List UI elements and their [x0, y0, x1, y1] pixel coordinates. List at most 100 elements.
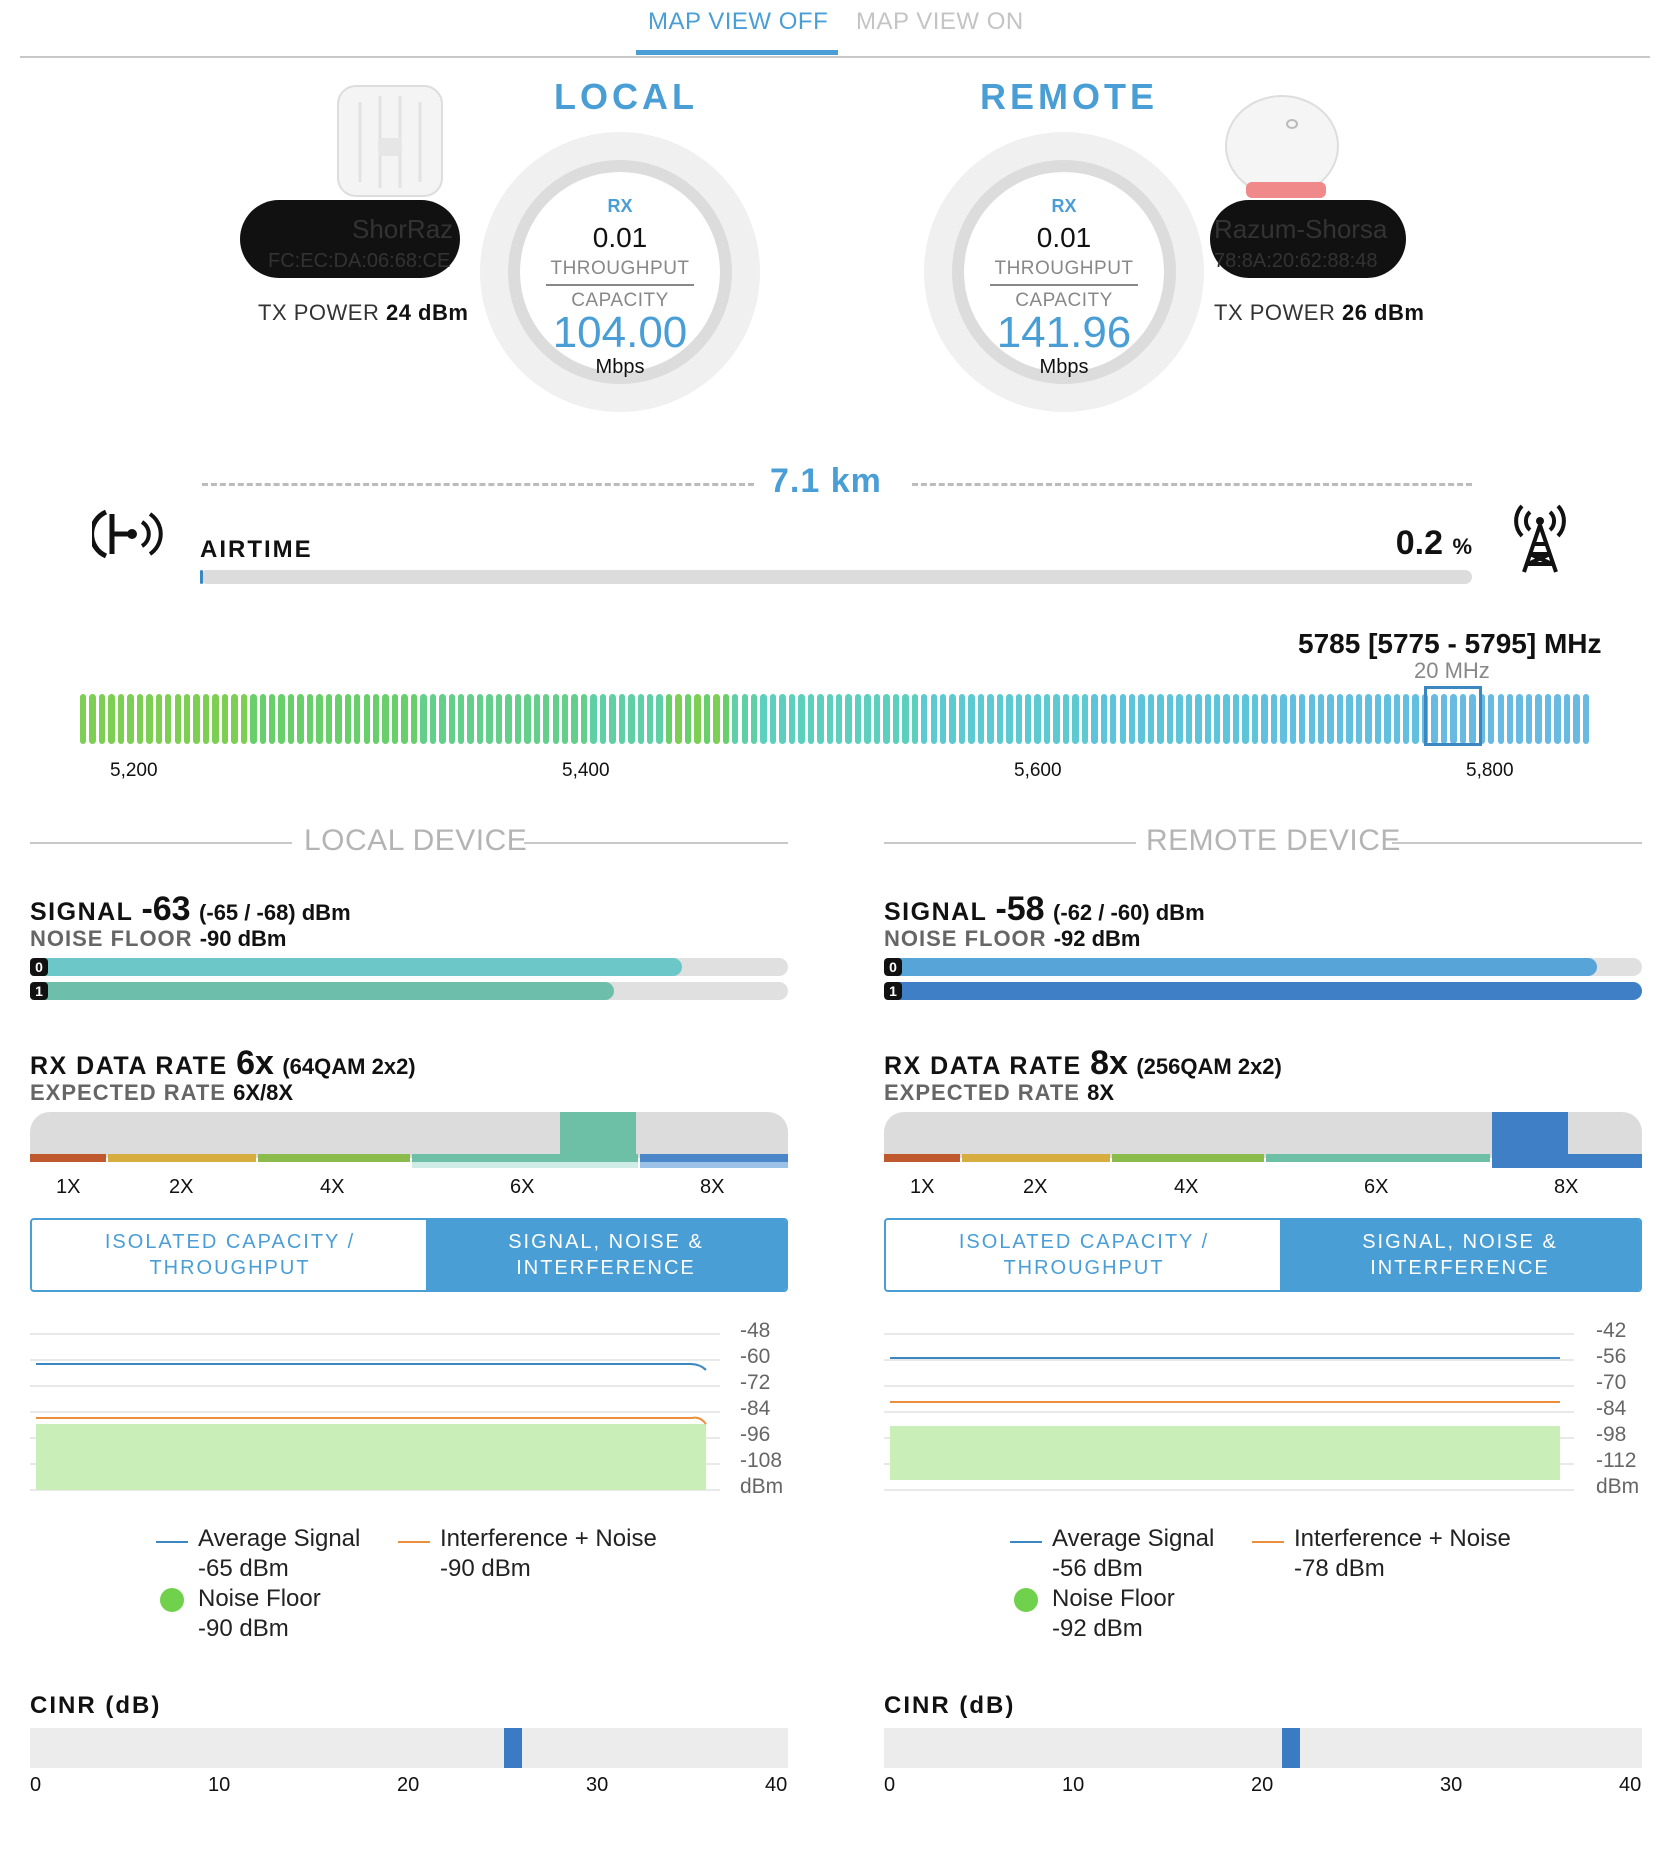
spectrum-bar — [1573, 694, 1580, 744]
spectrum-bar — [439, 694, 446, 744]
remote-chain-1-bar: 1 — [884, 982, 1642, 1000]
spectrum-bar — [713, 694, 720, 744]
local-section-line-right — [524, 842, 788, 844]
spectrum-bar — [174, 694, 181, 744]
spectrum-bar — [1299, 694, 1306, 744]
spectrum-bar — [1440, 694, 1448, 744]
local-noise-value: -90 dBm — [199, 926, 287, 951]
local-rate-seg-6x-expected — [412, 1162, 638, 1168]
tab-map-view-off[interactable]: MAP VIEW OFF — [648, 8, 829, 35]
remote-legend-signal-value: -56 dBm — [1052, 1555, 1143, 1582]
spectrum-bar — [136, 694, 144, 744]
local-device-section-title: LOCAL DEVICE — [304, 824, 528, 857]
local-chart-axis: -48 -60 -72 -84 -96 -108 dBm — [740, 1318, 783, 1500]
spectrum-bar — [1497, 694, 1504, 744]
local-axis-unit: dBm — [740, 1475, 784, 1498]
spectrum-bar — [401, 694, 408, 744]
remote-device-redacted — [1210, 200, 1406, 278]
local-capacity-label: CAPACITY — [571, 290, 669, 311]
spectrum-bar — [647, 694, 654, 744]
local-toggle-capacity[interactable]: ISOLATED CAPACITY / THROUGHPUT — [104, 1231, 356, 1279]
spectrum-bar — [930, 694, 937, 744]
remote-cinr-marker — [1282, 1728, 1301, 1768]
remote-gauge-divider — [990, 284, 1138, 286]
local-legend-signal-label: Average Signal — [198, 1525, 361, 1552]
remote-legend-signal-label: Average Signal — [1052, 1525, 1215, 1552]
spectrum-bar — [1185, 694, 1193, 744]
local-noise-floor: NOISE FLOOR -90 dBm — [30, 926, 286, 952]
frequency-spectrum[interactable] — [80, 694, 1592, 744]
distance-line-left — [202, 483, 754, 486]
local-avg-signal-line — [36, 1363, 707, 1371]
spectrum-bar — [420, 694, 427, 744]
airtime-bar-fill — [200, 570, 203, 584]
spectrum-bar — [98, 694, 106, 744]
tab-map-view-on[interactable]: MAP VIEW ON — [856, 8, 1024, 35]
local-axis-tick: -108 — [740, 1449, 783, 1472]
local-rate-label: 1X — [56, 1176, 81, 1198]
remote-chain-1-fill — [884, 982, 1642, 1000]
tab-divider — [20, 56, 1650, 58]
spectrum-bar — [183, 694, 191, 744]
local-signal-label: SIGNAL — [30, 898, 133, 926]
spectrum-bar — [1053, 694, 1060, 744]
spectrum-bar — [987, 694, 994, 744]
spectrum-bar — [1506, 694, 1514, 744]
spectrum-bar — [1554, 694, 1561, 744]
local-throughput-gauge: RX 0.01 THROUGHPUT CAPACITY 104.00 Mbps — [480, 132, 760, 412]
spectrum-bar — [1110, 694, 1117, 744]
spectrum-bar — [212, 694, 219, 744]
frequency-selection-box[interactable] — [1424, 686, 1482, 746]
spectrum-bar — [807, 694, 815, 744]
remote-rate-label: 6X — [1364, 1176, 1389, 1198]
remote-toggle-capacity[interactable]: ISOLATED CAPACITY / THROUGHPUT — [958, 1231, 1210, 1279]
spectrum-bar — [561, 694, 569, 744]
remote-rx-rate-value: 8x — [1090, 1044, 1128, 1082]
remote-cinr-tick: 10 — [1062, 1774, 1085, 1796]
remote-axis-tick: -98 — [1596, 1423, 1627, 1446]
remote-cinr-tick: 0 — [884, 1774, 896, 1796]
spectrum-bar — [1261, 694, 1268, 744]
remote-rate-label: 8X — [1554, 1176, 1579, 1198]
spectrum-bar — [250, 694, 257, 744]
spectrum-bar — [817, 694, 824, 744]
spectrum-bar — [1138, 694, 1145, 744]
local-toggle-signal-noise[interactable]: SIGNAL, NOISE & INTERFERENCE — [426, 1220, 786, 1290]
local-legend-noise-value: -90 dBm — [198, 1615, 289, 1642]
remote-cinr-bar — [884, 1728, 1642, 1768]
spectrum-bar — [590, 694, 597, 744]
local-device-mac: FC:EC:DA:06:68:CE — [268, 250, 451, 272]
spectrum-bar — [240, 694, 248, 744]
local-rate-label: 2X — [169, 1176, 194, 1198]
spectrum-bar — [1006, 694, 1013, 744]
spectrum-bar — [892, 694, 900, 744]
remote-rx-rate-detail: (256QAM 2x2) — [1136, 1054, 1282, 1079]
remote-device-name: Razum-Shorsa — [1214, 214, 1388, 244]
local-expected-rate: EXPECTED RATE 6X/8X — [30, 1080, 293, 1106]
spectrum-bar — [1157, 694, 1164, 744]
remote-toggle-signal-noise[interactable]: SIGNAL, NOISE & INTERFERENCE — [1280, 1220, 1640, 1290]
frequency-tick: 5,800 — [1466, 760, 1514, 781]
remote-section-line-right — [1392, 842, 1642, 844]
spectrum-bar — [580, 694, 588, 744]
spectrum-bar — [89, 694, 96, 744]
remote-noise-value: -92 dBm — [1053, 926, 1141, 951]
remote-device-image — [1216, 90, 1346, 200]
spectrum-bar — [297, 694, 304, 744]
local-axis-tick: -48 — [740, 1319, 771, 1342]
local-legend-interference-label: Interference + Noise — [440, 1525, 657, 1552]
local-legend-noise-swatch — [160, 1588, 184, 1612]
remote-noise-floor: NOISE FLOOR -92 dBm — [884, 926, 1140, 952]
spectrum-bar — [1166, 694, 1174, 744]
remote-title: REMOTE — [980, 76, 1159, 117]
local-legend-interference: Interference + Noise -90 dBm — [440, 1524, 657, 1584]
remote-noise-floor-area — [890, 1426, 1560, 1480]
local-axis-tick: -60 — [740, 1345, 771, 1368]
spectrum-bar — [750, 694, 758, 744]
remote-legend-signal: Average Signal -56 dBm — [1052, 1524, 1214, 1584]
spectrum-bar — [448, 694, 455, 744]
spectrum-bar — [703, 694, 711, 744]
spectrum-bar — [618, 694, 626, 744]
local-cinr-bar — [30, 1728, 788, 1768]
remote-rate-label: 1X — [910, 1176, 935, 1198]
